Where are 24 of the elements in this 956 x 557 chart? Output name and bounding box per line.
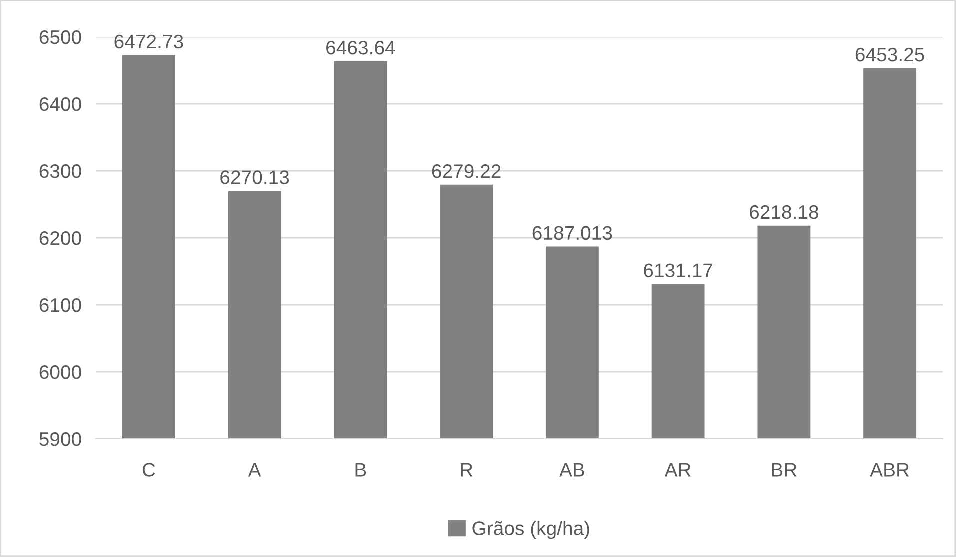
data-label: 6279.22: [432, 164, 501, 178]
data-label: 6187.013: [532, 226, 612, 240]
data-label: 6218.18: [750, 205, 818, 220]
y-tick-label: 6400: [40, 97, 82, 112]
y-tick-label: 6500: [40, 30, 82, 44]
data-label: 6131.17: [644, 264, 712, 278]
x-tick-label: B: [356, 463, 366, 477]
x-tick-label: AB: [560, 463, 584, 477]
y-tick-label: 6100: [40, 298, 82, 312]
data-label: 6270.13: [220, 170, 290, 184]
x-tick-label: C: [142, 463, 156, 477]
data-label: 6463.64: [326, 40, 396, 55]
legend-label: Grãos (kg/ha): [472, 521, 590, 540]
x-tick-label: A: [248, 463, 262, 477]
x-tick-label: BR: [772, 463, 797, 477]
data-label: 6453.25: [856, 48, 924, 62]
x-tick-label: AR: [664, 463, 691, 477]
y-tick-label: 6000: [40, 365, 82, 380]
y-tick-label: 5900: [40, 432, 82, 446]
y-tick-label: 6200: [40, 231, 82, 246]
x-tick-label: R: [461, 463, 473, 477]
x-tick-label: ABR: [870, 463, 910, 477]
data-label: 6472.73: [114, 34, 184, 49]
y-tick-label: 6300: [40, 164, 82, 178]
